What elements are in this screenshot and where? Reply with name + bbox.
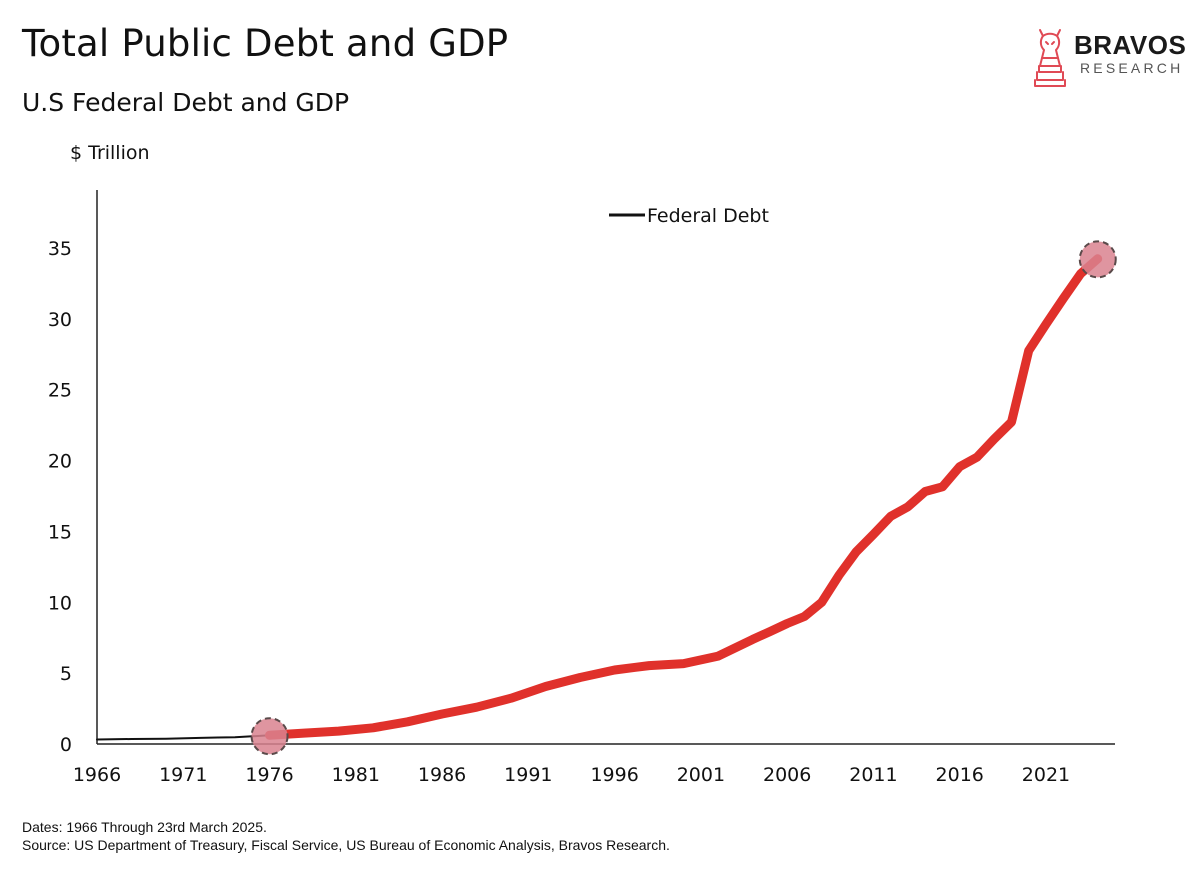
x-tick-label: 1971	[159, 764, 207, 786]
x-tick-label: 2006	[763, 764, 811, 786]
logo-brand-name: BRAVOS	[1074, 30, 1187, 60]
federal-debt-line-highlight	[265, 254, 1103, 740]
x-tick-label: 1976	[245, 764, 293, 786]
knight-chess-piece-icon	[1034, 29, 1066, 87]
x-tick-label: 1966	[73, 764, 121, 786]
y-tick-label: 20	[48, 451, 72, 473]
x-tick-label: 1991	[504, 764, 552, 786]
y-tick-label: 0	[60, 734, 72, 756]
x-tick-label: 2016	[936, 764, 984, 786]
footer-dates: Dates: 1966 Through 23rd March 2025.	[22, 819, 267, 835]
x-tick-label: 2011	[849, 764, 897, 786]
federal-debt-line	[96, 734, 271, 741]
y-tick-label: 25	[48, 380, 72, 402]
chart-series	[96, 254, 1103, 741]
legend-label-federal-debt: Federal Debt	[647, 205, 769, 227]
footer-source: Source: US Department of Treasury, Fisca…	[22, 837, 670, 853]
y-tick-label: 10	[48, 592, 72, 614]
y-tick-label: 30	[48, 309, 72, 331]
x-tick-label: 2021	[1022, 764, 1070, 786]
highlight-marker	[1078, 240, 1117, 279]
x-tick-label: 1981	[332, 764, 380, 786]
chart-footer: Dates: 1966 Through 23rd March 2025. Sou…	[22, 818, 670, 854]
y-tick-label: 35	[48, 238, 72, 260]
x-axis-ticks: 1966 1971 1976 1981 1986 1991 1996 2001 2006 2011…	[73, 764, 1070, 786]
chart-legend: Federal Debt	[609, 205, 769, 227]
y-axis-unit-label: $ Trillion	[70, 142, 150, 164]
chart-subtitle: U.S Federal Debt and GDP	[22, 88, 350, 117]
logo-tagline: RESEARCH	[1080, 60, 1184, 76]
y-tick-label: 5	[60, 663, 72, 685]
y-axis-ticks: 0 5 10 15 20 25 30 35	[48, 238, 72, 756]
x-tick-label: 1996	[590, 764, 638, 786]
bravos-logo: BRAVOS RESEARCH	[1030, 24, 1190, 90]
x-tick-label: 1986	[418, 764, 466, 786]
chart-markers	[250, 240, 1117, 756]
chart-title: Total Public Debt and GDP	[22, 22, 509, 65]
highlight-marker	[250, 717, 289, 756]
x-tick-label: 2001	[677, 764, 725, 786]
y-tick-label: 15	[48, 521, 72, 543]
